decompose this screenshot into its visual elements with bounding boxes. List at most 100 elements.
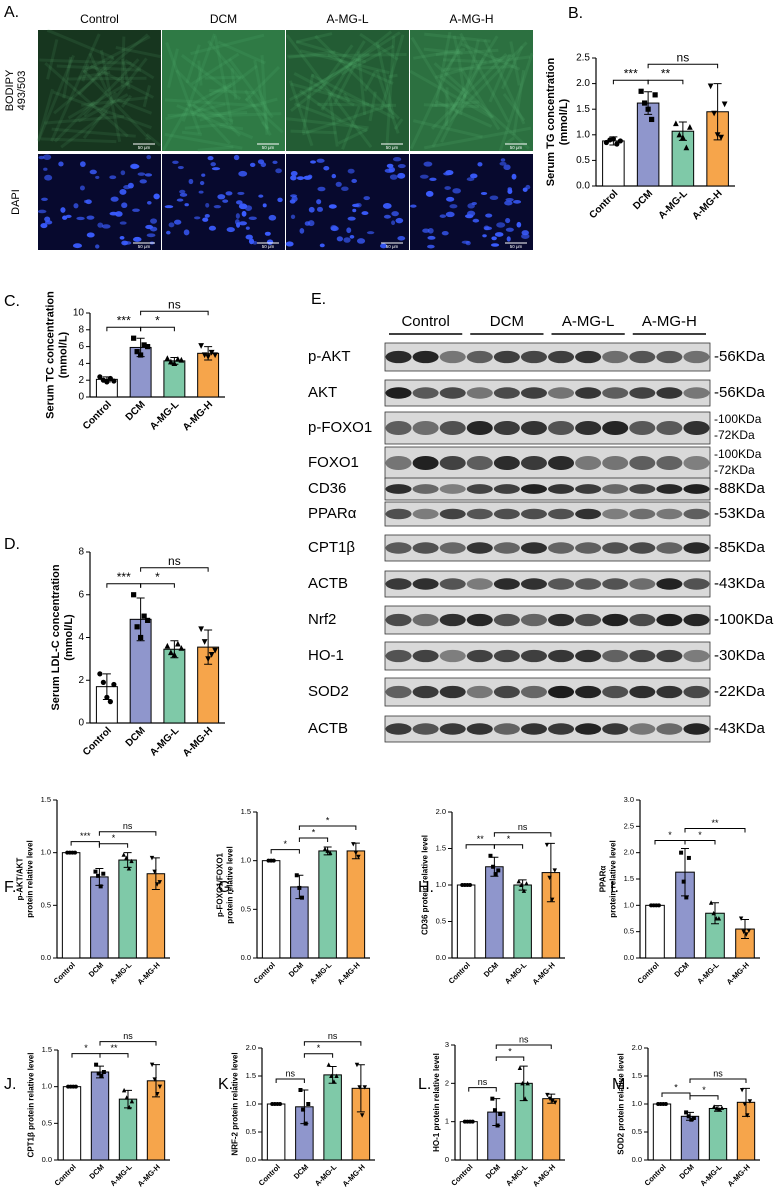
panel-letter: G. bbox=[218, 879, 235, 896]
fiber bbox=[409, 38, 464, 150]
data-point bbox=[328, 850, 333, 855]
significance-bracket bbox=[647, 63, 719, 69]
data-point bbox=[73, 850, 78, 855]
nucleus bbox=[80, 161, 86, 167]
blot-band bbox=[656, 420, 683, 436]
nucleus bbox=[449, 204, 458, 209]
y-axis-label: p-FOXO1/FOXO1 bbox=[216, 852, 225, 917]
point-group bbox=[516, 878, 529, 893]
nucleus bbox=[419, 174, 429, 179]
significance-label: *** bbox=[80, 831, 91, 841]
micrograph-bg bbox=[286, 30, 409, 151]
fiber bbox=[181, 130, 203, 137]
blot-band bbox=[493, 350, 520, 364]
nucleus bbox=[208, 225, 217, 231]
nucleus bbox=[168, 222, 175, 228]
row-label: DAPI bbox=[10, 189, 22, 215]
data-point bbox=[322, 846, 328, 851]
data-point bbox=[157, 1084, 163, 1090]
significance-bracket bbox=[140, 567, 209, 572]
blot-band bbox=[548, 455, 575, 471]
significance-bracket bbox=[684, 839, 716, 845]
y-tick-label: 0.5 bbox=[241, 904, 251, 913]
blot-strip bbox=[384, 477, 711, 501]
fiber bbox=[228, 58, 274, 119]
fiber bbox=[253, 59, 269, 129]
nucleus bbox=[290, 170, 298, 177]
data-point bbox=[714, 132, 721, 138]
fiber bbox=[359, 32, 399, 61]
data-point bbox=[212, 647, 218, 654]
significance-label: ns bbox=[677, 50, 690, 64]
mw-label: -43KDa bbox=[714, 575, 766, 592]
data-point bbox=[334, 1073, 339, 1078]
error-bar bbox=[152, 1064, 160, 1098]
data-point bbox=[168, 649, 174, 656]
y-axis-label: (mmol/L) bbox=[57, 331, 69, 378]
blot-band bbox=[683, 387, 710, 399]
fiber bbox=[184, 122, 228, 130]
fiber bbox=[458, 39, 480, 116]
data-point bbox=[498, 1112, 503, 1116]
nucleus bbox=[285, 241, 294, 247]
nucleus bbox=[222, 199, 229, 203]
blot-strip bbox=[384, 411, 711, 445]
nucleus bbox=[235, 200, 243, 205]
fiber bbox=[288, 50, 336, 59]
data-point bbox=[212, 352, 218, 359]
blot-band bbox=[575, 542, 602, 554]
point-group bbox=[638, 88, 658, 123]
x-tick-label: Control bbox=[447, 960, 472, 985]
nucleus bbox=[427, 227, 434, 234]
blot-band bbox=[466, 649, 493, 663]
x-tick-label: DCM bbox=[672, 960, 690, 978]
data-point bbox=[175, 356, 181, 362]
blot-band bbox=[602, 350, 629, 364]
y-tick-label: 1.0 bbox=[624, 900, 634, 909]
data-point bbox=[131, 592, 137, 598]
significance-bracket bbox=[140, 310, 209, 316]
fiber bbox=[452, 35, 460, 55]
fiber bbox=[295, 40, 367, 64]
blot-bg bbox=[384, 715, 711, 743]
nucleus bbox=[480, 191, 488, 195]
fiber bbox=[230, 68, 238, 100]
data-point bbox=[164, 642, 171, 649]
point-group bbox=[488, 853, 501, 877]
blot-label: p-AKT bbox=[308, 348, 351, 365]
data-point bbox=[492, 1108, 497, 1113]
fiber bbox=[51, 127, 136, 138]
nucleus bbox=[397, 163, 406, 169]
blot-band bbox=[520, 455, 547, 471]
x-tick-label: A-MG-H bbox=[725, 960, 751, 986]
fiber bbox=[164, 132, 243, 150]
data-point bbox=[208, 349, 215, 356]
nucleus bbox=[238, 221, 248, 226]
fiber bbox=[185, 44, 201, 84]
blot-bg bbox=[384, 501, 711, 527]
blot-bg bbox=[384, 477, 711, 501]
significance-bracket bbox=[661, 1092, 691, 1097]
blot-band bbox=[493, 613, 520, 627]
significance-label: * bbox=[326, 815, 330, 825]
significance-bracket bbox=[140, 326, 175, 332]
y-tick-label: 1.5 bbox=[624, 874, 634, 883]
nucleus bbox=[272, 160, 278, 165]
significance-bracket bbox=[689, 1095, 719, 1100]
nucleus bbox=[465, 214, 474, 219]
fiber bbox=[459, 32, 510, 123]
data-point bbox=[738, 916, 744, 921]
fiber bbox=[288, 80, 314, 147]
blot-band bbox=[629, 350, 656, 364]
nucleus bbox=[204, 214, 210, 218]
nucleus bbox=[484, 226, 492, 231]
fiber bbox=[423, 126, 532, 150]
bar bbox=[261, 860, 281, 959]
error-bar bbox=[741, 919, 749, 940]
nucleus bbox=[202, 217, 209, 222]
x-tick-label: A-MG-L bbox=[308, 960, 334, 986]
nucleus bbox=[347, 216, 356, 221]
significance-bracket bbox=[303, 1041, 362, 1046]
blot-band bbox=[385, 723, 412, 735]
data-point bbox=[683, 144, 690, 151]
